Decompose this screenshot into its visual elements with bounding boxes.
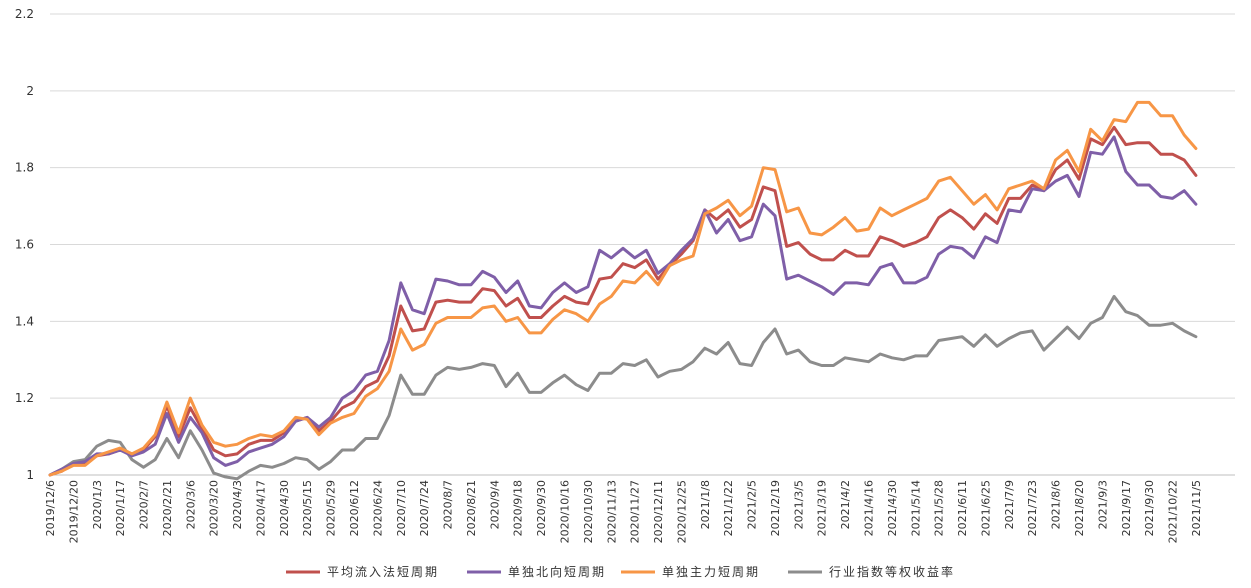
x-tick-label: 2020/7/10 [395,480,408,536]
legend-label-3: 行业指数等权收益率 [829,564,955,579]
x-tick-label: 2021/3/5 [792,480,805,529]
x-tick-label: 2021/6/25 [979,480,992,536]
series-line-3 [48,294,1198,481]
y-tick-label: 1.6 [15,238,34,252]
y-tick-label: 1.2 [15,391,34,405]
gridlines [50,13,1235,476]
x-tick-label: 2021/4/30 [886,480,899,536]
x-tick-label: 2020/2/7 [138,480,151,529]
x-tick-label: 2020/4/17 [254,480,267,536]
x-tick-label: 2020/4/3 [231,480,244,529]
y-tick-label: 1 [26,468,34,482]
x-tick-label: 2020/1/3 [91,480,104,529]
x-tick-label: 2020/6/12 [348,480,361,536]
x-tick-label: 2020/3/20 [208,480,221,536]
x-tick-label: 2021/1/8 [699,480,712,529]
x-axis-ticks: 2019/12/6 2019/12/20 2020/1/3 2020/1/17 2020… [44,480,1203,543]
y-tick-label: 1.8 [15,161,34,175]
x-tick-label: 2020/10/30 [582,480,595,543]
legend-label-1: 单独北向短周期 [508,564,606,579]
x-tick-label: 2021/9/17 [1120,480,1133,536]
x-tick-label: 2021/4/16 [863,480,876,536]
x-tick-label: 2020/5/29 [325,480,338,536]
x-tick-label: 2020/11/13 [605,480,618,543]
x-tick-label: 2021/7/9 [1003,480,1016,529]
x-tick-label: 2021/8/20 [1073,480,1086,536]
x-tick-label: 2021/7/23 [1026,480,1039,536]
x-tick-label: 2020/8/7 [442,480,455,529]
x-tick-label: 2021/5/28 [933,480,946,536]
series-line-2 [48,100,1198,477]
x-tick-label: 2021/5/14 [909,480,922,536]
y-tick-label: 2.2 [15,7,34,21]
x-tick-label: 2020/12/25 [675,480,688,543]
x-tick-label: 2020/10/16 [558,480,571,543]
legend-label-0: 平均流入法短周期 [327,565,439,579]
x-tick-label: 2021/1/22 [722,480,735,536]
series-lines [48,100,1198,481]
x-tick-label: 2021/8/6 [1050,480,1063,529]
x-tick-label: 2019/12/20 [67,480,80,543]
x-tick-label: 2021/4/2 [839,480,852,529]
x-tick-label: 2020/3/6 [184,480,197,529]
x-tick-label: 2020/9/18 [512,480,525,536]
x-tick-label: 2020/12/11 [652,480,665,543]
series-line-0 [48,125,1198,477]
x-tick-label: 2020/11/27 [629,480,642,543]
x-tick-label: 2021/10/22 [1167,480,1180,543]
y-tick-label: 1.4 [15,314,34,328]
legend: 平均流入法短周期 单独北向短周期 单独主力短周期 行业指数等权收益率 [286,564,955,579]
x-tick-label: 2020/7/24 [418,480,431,536]
x-tick-label: 2020/6/24 [371,480,384,536]
x-tick-label: 2020/9/4 [488,480,501,529]
legend-label-2: 单独主力短周期 [662,565,760,579]
series-line-1 [48,135,1198,477]
x-tick-label: 2020/8/21 [465,480,478,536]
x-tick-label: 2021/9/30 [1143,480,1156,536]
x-tick-label: 2020/5/15 [301,480,314,536]
y-tick-label: 2 [26,84,34,98]
x-tick-label: 2021/2/19 [769,480,782,536]
x-tick-label: 2020/9/30 [535,480,548,536]
x-tick-label: 2021/9/3 [1096,480,1109,529]
x-tick-label: 2021/2/5 [746,480,759,529]
x-tick-label: 2020/4/30 [278,480,291,536]
x-tick-label: 2021/6/11 [956,480,969,536]
x-tick-label: 2021/11/5 [1190,480,1203,536]
x-tick-label: 2020/2/21 [161,480,174,536]
x-tick-label: 2021/3/19 [816,480,829,536]
x-tick-label: 2019/12/6 [44,480,57,536]
y-axis-ticks: 1 1.2 1.4 1.6 1.8 2 2.2 [15,7,34,482]
x-tick-label: 2020/1/17 [114,480,127,536]
